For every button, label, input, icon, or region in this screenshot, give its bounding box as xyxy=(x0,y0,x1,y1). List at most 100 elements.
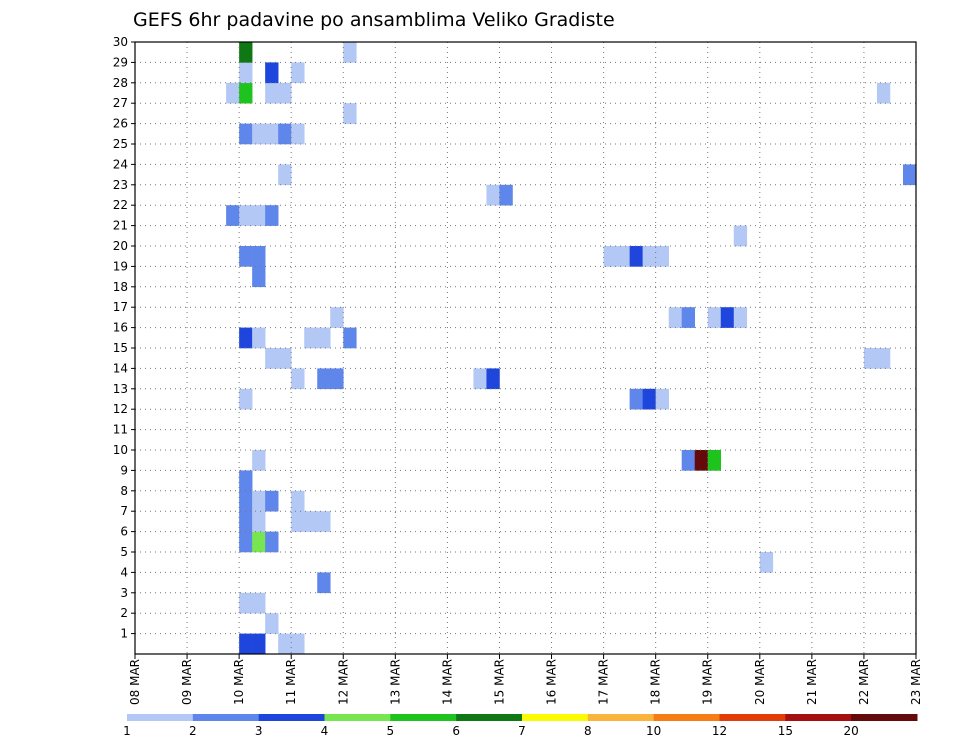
heatmap-cell xyxy=(265,205,279,226)
x-tick-label: 10 MAR xyxy=(232,659,246,705)
y-tick-label: 27 xyxy=(113,96,128,110)
x-tick-label: 18 MAR xyxy=(649,659,663,705)
y-tick-label: 16 xyxy=(113,321,128,335)
colorbar: 1 2 3 4 5 6 7 8 10 12 15 20 xyxy=(123,714,918,738)
y-tick-label: 25 xyxy=(113,137,128,151)
x-tick-label: 15 MAR xyxy=(492,659,506,705)
heatmap-cell xyxy=(317,327,331,349)
heatmap-cell xyxy=(343,103,357,124)
heatmap-cell xyxy=(239,327,253,349)
heatmap-cell xyxy=(655,246,669,267)
heatmap-cell xyxy=(681,450,696,471)
heatmap-cell xyxy=(486,368,500,390)
colorbar-label: 1 xyxy=(123,724,131,738)
heatmap-cell xyxy=(629,388,643,410)
heatmap-cell xyxy=(499,184,513,206)
x-axis: 08 MAR 09 MAR 10 MAR 11 MAR 12 MAR 13 MAR 14 M… xyxy=(128,654,923,705)
heatmap-cell xyxy=(252,205,266,226)
colorbar-segment xyxy=(127,714,194,721)
heatmap-cell xyxy=(239,633,253,655)
heatmap-cell xyxy=(291,511,305,532)
heatmap-cell xyxy=(876,348,891,369)
y-tick-label: 28 xyxy=(113,76,128,90)
heatmap-cell xyxy=(239,388,253,410)
colorbar-segment xyxy=(522,714,589,721)
heatmap-cell xyxy=(707,307,722,328)
heatmap-cell xyxy=(252,246,266,267)
heatmap-cell xyxy=(863,348,878,369)
colorbar-segment xyxy=(192,714,260,721)
colorbar-label: 3 xyxy=(255,724,263,738)
colorbar-segment xyxy=(258,714,325,721)
heatmap-cell xyxy=(486,184,500,206)
y-tick-label: 22 xyxy=(113,198,128,212)
y-tick-label: 7 xyxy=(120,504,128,518)
heatmap-cell xyxy=(226,82,240,104)
heatmap-cell xyxy=(265,123,279,145)
heatmap-cell xyxy=(291,368,305,390)
colorbar-label: 15 xyxy=(778,724,793,738)
heatmap-cell xyxy=(629,246,643,267)
y-tick-label: 12 xyxy=(113,402,128,416)
y-tick-label: 20 xyxy=(113,239,128,253)
heatmap-cell xyxy=(239,592,253,614)
heatmap-cell xyxy=(252,490,266,512)
heatmap-cell xyxy=(278,164,292,186)
heatmap-cell xyxy=(473,368,487,390)
heatmap-cell xyxy=(733,307,748,328)
y-tick-label: 26 xyxy=(113,117,128,131)
colorbar-segment xyxy=(785,714,852,721)
heatmap-cell xyxy=(733,225,748,247)
heatmap-cell xyxy=(252,450,266,471)
heatmap-cell xyxy=(239,82,253,104)
y-tick-label: 10 xyxy=(113,443,128,457)
heatmap-cell xyxy=(642,388,656,410)
heatmap-cell xyxy=(239,511,253,532)
chart-title: GEFS 6hr padavine po ansamblima Veliko G… xyxy=(133,9,615,31)
heatmap-cell xyxy=(265,531,279,553)
heatmap-cell xyxy=(239,246,253,267)
heatmap-cell xyxy=(265,348,279,369)
x-tick-label: 21 MAR xyxy=(805,659,819,705)
y-tick-label: 29 xyxy=(113,55,128,69)
y-tick-label: 30 xyxy=(113,35,128,49)
heatmap-cell xyxy=(876,82,891,104)
heatmap-cell xyxy=(330,307,344,328)
heatmap-cell xyxy=(239,531,253,553)
heatmap-cell xyxy=(239,123,253,145)
heatmap-cell xyxy=(252,531,266,553)
y-tick-label: 1 xyxy=(120,627,128,641)
colorbar-segment xyxy=(390,714,457,721)
heatmap-cell xyxy=(759,552,774,573)
heatmap-cell xyxy=(278,123,292,145)
colorbar-segment xyxy=(324,714,391,721)
x-tick-label: 13 MAR xyxy=(388,659,402,705)
y-tick-label: 8 xyxy=(120,484,128,498)
y-tick-label: 24 xyxy=(113,157,128,171)
colorbar-label: 12 xyxy=(712,724,727,738)
heatmap-cell xyxy=(291,123,305,145)
y-tick-label: 11 xyxy=(113,423,128,437)
heatmap-cell xyxy=(226,205,240,226)
heatmap-cell xyxy=(616,246,630,267)
x-tick-label: 20 MAR xyxy=(753,659,767,705)
heatmap-cell xyxy=(239,42,253,63)
x-tick-label: 12 MAR xyxy=(336,659,350,705)
y-tick-label: 14 xyxy=(113,361,128,375)
heatmap-cell xyxy=(902,164,917,186)
colorbar-label: 6 xyxy=(452,724,460,738)
heatmap-cell xyxy=(278,82,292,104)
heatmap-cell xyxy=(252,327,266,349)
colorbar-segment xyxy=(851,714,918,721)
colorbar-label: 20 xyxy=(844,724,859,738)
x-tick-label: 14 MAR xyxy=(440,659,454,705)
heatmap-cell xyxy=(252,266,266,288)
heatmap-cell xyxy=(330,368,344,390)
y-tick-label: 6 xyxy=(120,525,128,539)
y-tick-label: 21 xyxy=(113,219,128,233)
heatmap-cell xyxy=(720,307,735,328)
heatmap-cell xyxy=(265,62,279,84)
heatmap-cell xyxy=(317,368,331,390)
heatmap-cell xyxy=(304,327,318,349)
heatmap-cell xyxy=(252,123,266,145)
